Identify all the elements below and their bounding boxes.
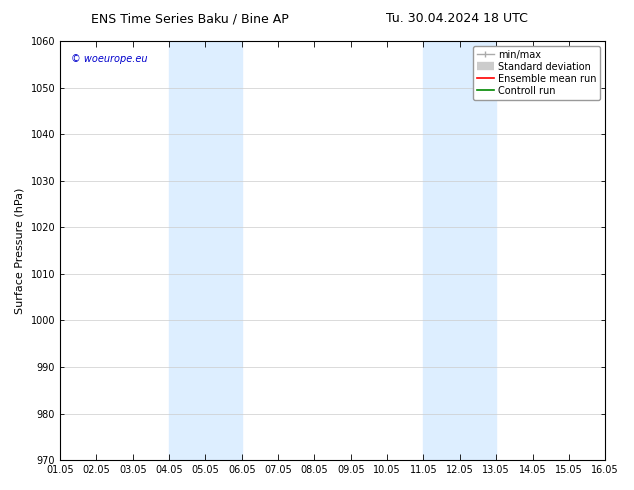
Text: © woeurope.eu: © woeurope.eu [71,53,148,64]
Text: ENS Time Series Baku / Bine AP: ENS Time Series Baku / Bine AP [91,12,289,25]
Text: Tu. 30.04.2024 18 UTC: Tu. 30.04.2024 18 UTC [385,12,527,25]
Bar [169,41,242,460]
Legend: min/max, Standard deviation, Ensemble mean run, Controll run: min/max, Standard deviation, Ensemble me… [473,46,600,99]
Title: ENS Time Series Baku / Bine AP      Tu. 30.04.2024 18 UTC: ENS Time Series Baku / Bine AP Tu. 30.04… [0,489,1,490]
Bar [424,41,496,460]
Y-axis label: Surface Pressure (hPa): Surface Pressure (hPa) [15,187,25,314]
